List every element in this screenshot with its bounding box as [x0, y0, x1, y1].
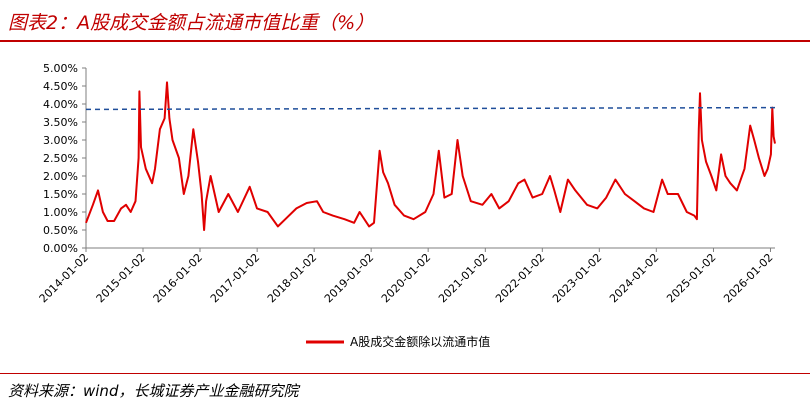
x-tick-label: 2023-01-02 [550, 251, 604, 305]
y-tick-label: 5.00% [43, 62, 78, 75]
y-tick-label: 4.50% [43, 80, 78, 93]
y-axis-ticks: 0.00% 0.50% 1.00% 1.50% 2.00% 2.50% 3.00% 3.50%… [43, 62, 86, 255]
title-divider [0, 40, 810, 42]
chart-title: 图表2：A股成交金额占流通市值比重（%） [8, 12, 375, 34]
y-tick-label: 1.00% [43, 206, 78, 219]
source-divider [0, 373, 810, 374]
reference-dashed-line [85, 106, 776, 111]
legend-label: A股成交金额除以流通市值 [350, 334, 490, 349]
y-tick-label: 0.00% [43, 242, 78, 255]
x-tick-label: 2016-01-02 [151, 251, 205, 305]
x-tick-label: 2015-01-02 [94, 251, 148, 305]
x-tick-label: 2022-01-02 [493, 251, 547, 305]
y-tick-label: 2.50% [43, 152, 78, 165]
x-tick-label: 2020-01-02 [379, 251, 433, 305]
y-tick-label: 3.00% [43, 134, 78, 147]
x-tick-label: 2019-01-02 [322, 251, 376, 305]
line-chart: 0.00% 0.50% 1.00% 1.50% 2.00% 2.50% 3.00% 3.50%… [37, 62, 776, 349]
series-layer [85, 81, 776, 231]
series-line [85, 81, 776, 231]
x-tick-label: 2024-01-02 [607, 251, 661, 305]
x-tick-label: 2018-01-02 [265, 251, 319, 305]
x-tick-label: 2017-01-02 [208, 251, 262, 305]
y-tick-label: 4.00% [43, 98, 78, 111]
x-tick-label: 2026-01-02 [721, 251, 775, 305]
x-tick-label: 2021-01-02 [436, 251, 490, 305]
legend: A股成交金额除以流通市值 [306, 334, 490, 349]
x-tick-label: 2025-01-02 [664, 251, 718, 305]
y-tick-label: 3.50% [43, 116, 78, 129]
source-note: 资料来源：wind，长城证券产业金融研究院 [8, 382, 299, 400]
x-axis-ticks: 2014-01-02 2015-01-02 2016-01-02 2017-01-02… [37, 248, 776, 305]
y-tick-label: 0.50% [43, 224, 78, 237]
x-tick-label: 2014-01-02 [37, 251, 91, 305]
y-tick-label: 1.50% [43, 188, 78, 201]
y-tick-label: 2.00% [43, 170, 78, 183]
